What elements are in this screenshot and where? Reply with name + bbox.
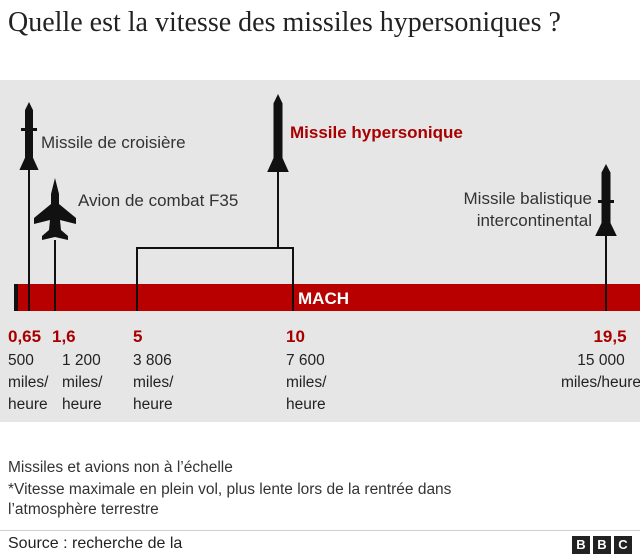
speed-label: 7 600: [286, 352, 325, 369]
speed-label: miles/: [286, 374, 327, 391]
note-scale: Missiles et avions non à l’échelle: [8, 459, 233, 476]
cruise-missile-wing: [21, 128, 37, 131]
missile-body: [19, 102, 39, 170]
speed-label: miles/: [8, 374, 49, 391]
speed-label: 1 200: [62, 352, 101, 369]
speed-label: heure: [8, 396, 48, 413]
hypersonic-range-bracket: [136, 170, 294, 311]
fighter-jet-icon: [34, 178, 76, 240]
logo-letter: C: [614, 536, 632, 554]
speed-label: heure: [286, 396, 326, 413]
mach-axis-label: MACH: [298, 289, 349, 308]
note-footnote-line2: l’atmosphère terrestre: [8, 501, 159, 518]
source-text: Source : recherche de la: [8, 535, 183, 552]
mach-tick-label: 19,5: [593, 327, 626, 346]
mach-tick-label: 5: [133, 327, 142, 346]
fighter-jet-label: Avion de combat F35: [78, 191, 238, 210]
footer-divider: [0, 530, 640, 531]
speed-label: 3 806: [133, 352, 172, 369]
hypersonic-missile-label: Missile hypersonique: [290, 123, 463, 142]
speed-label: miles/heure: [561, 374, 640, 391]
mach-bar-start-cap: [14, 284, 18, 311]
mach-bar: [14, 284, 640, 311]
ballistic-missile-label: intercontinental: [477, 211, 592, 230]
speed-label: 15 000: [577, 352, 625, 369]
speed-chart: MACH 0,65 500 miles/heure 1,6 1 200 miles/heur…: [8, 94, 640, 413]
cruise-missile-icon: [19, 102, 39, 170]
mach-tick-label: 10: [286, 327, 305, 346]
mach-tick-label: 0,65: [8, 327, 41, 346]
speed-label: 500: [8, 352, 34, 369]
fighter-jet-body: [34, 178, 76, 240]
speed-label: heure: [133, 396, 173, 413]
speed-label: miles/: [133, 374, 174, 391]
ballistic-missile-label: Missile balistique: [464, 189, 593, 208]
speed-label: heure: [62, 396, 102, 413]
speed-label: miles/: [62, 374, 103, 391]
bbc-logo: B B C: [572, 536, 632, 554]
chart-panel: MACH 0,65 500 miles/heure 1,6 1 200 miles/heur…: [0, 80, 640, 422]
cruise-missile-label: Missile de croisière: [41, 133, 186, 152]
ballistic-missile-fin: [598, 200, 614, 203]
note-footnote-line1: *Vitesse maximale en plein vol, plus len…: [8, 481, 452, 498]
mach-tick-label: 1,6: [52, 327, 76, 346]
missile-body: [267, 94, 289, 172]
hypersonic-missile-icon: [267, 94, 289, 172]
logo-letter: B: [572, 536, 590, 554]
chart-title: Quelle est la vitesse des missiles hyper…: [8, 7, 561, 38]
logo-letter: B: [593, 536, 611, 554]
